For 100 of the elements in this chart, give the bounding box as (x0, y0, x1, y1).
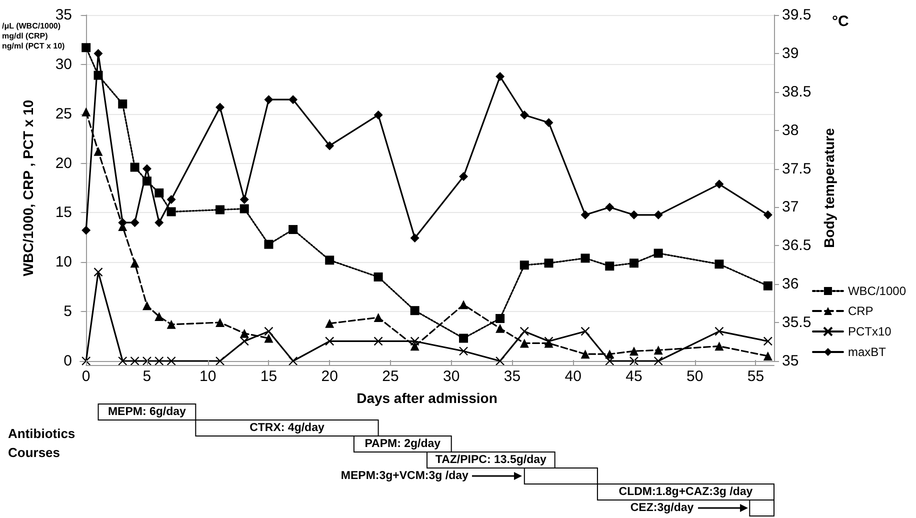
category-label: PAPM: 2g/day (364, 438, 441, 450)
point (629, 356, 639, 366)
point (130, 218, 140, 228)
point (763, 210, 772, 220)
point (94, 48, 103, 58)
y-tick-label: 0 (64, 352, 72, 370)
point (94, 70, 103, 80)
y2-tick-label: 39 (782, 44, 799, 62)
text: °C (832, 13, 849, 30)
y-tick-label: 35 (55, 6, 72, 24)
point (629, 210, 638, 220)
category-label: CLDM:1.8g+CAZ:3g /day (618, 486, 753, 498)
point (118, 356, 128, 366)
point (130, 258, 140, 268)
x-tick-label: 40 (564, 368, 582, 385)
legend-label: WBC/1000 (848, 284, 906, 298)
point (580, 210, 590, 220)
point (166, 356, 176, 366)
point (288, 225, 298, 234)
x-tick-label: 10 (200, 368, 216, 385)
y-tick-label: 10 (55, 254, 72, 271)
category-label: CEZ:3g/day (630, 502, 694, 514)
point (166, 320, 176, 329)
point (325, 141, 334, 150)
point (142, 164, 152, 174)
point (520, 260, 529, 270)
point (520, 338, 529, 348)
point (142, 356, 152, 366)
y-tick-label: 5 (64, 303, 72, 320)
point (520, 326, 530, 336)
point (154, 312, 164, 322)
x-axis-title: Days after admission (356, 390, 498, 406)
legend-label: maxBT (848, 345, 887, 359)
point (154, 218, 164, 228)
point (714, 342, 724, 351)
point (714, 326, 724, 336)
y2-tick-label: 36.5 (782, 237, 812, 254)
y-axis-title: WBC/1000, CRP , PCT x 10 (20, 100, 36, 276)
x-tick-label: 35 (504, 368, 521, 385)
point (374, 313, 383, 322)
x-tick-label: 30 (443, 368, 460, 385)
y2-axis-title: Body temperature (821, 128, 838, 248)
y2-tick-label: 36 (782, 276, 799, 293)
point (264, 95, 274, 104)
point (580, 254, 590, 263)
point (94, 146, 103, 156)
point (410, 306, 420, 316)
y2-tick-label: 38 (782, 122, 799, 139)
text: mg/dl (CRP) (2, 32, 48, 40)
y2-tick-label: 39.5 (782, 6, 812, 24)
point (374, 110, 383, 120)
point (714, 180, 724, 189)
point (544, 258, 554, 268)
point (580, 350, 590, 359)
point (458, 346, 468, 356)
point (496, 72, 505, 82)
point (216, 318, 225, 327)
point (605, 262, 614, 271)
point (216, 205, 225, 214)
point (496, 314, 505, 323)
point (240, 328, 249, 338)
point (118, 99, 128, 108)
point (82, 43, 91, 52)
x-tick-label: 15 (260, 368, 278, 385)
category-label: TAZ/PIPC: 13.5g/day (435, 454, 546, 466)
point (130, 356, 140, 366)
x-tick-label: 20 (321, 368, 338, 385)
point (94, 267, 103, 277)
x-tick-label: 55 (747, 368, 764, 385)
x-tick-label: 45 (626, 368, 642, 385)
point (763, 281, 772, 290)
point (459, 300, 468, 310)
point (325, 318, 334, 328)
x-tick-label: 50 (686, 368, 704, 385)
category-label: MEPM:3g+VCM:3g /day (340, 470, 468, 482)
point (496, 324, 505, 333)
y2-tick-label: 35.5 (782, 314, 812, 332)
point (763, 336, 773, 346)
point (459, 172, 468, 181)
point (264, 326, 274, 336)
point (166, 207, 176, 216)
point (142, 301, 152, 310)
point (580, 326, 590, 336)
y2-tick-label: 37 (782, 198, 799, 216)
point (240, 204, 249, 214)
point (240, 195, 249, 204)
point (82, 226, 91, 235)
point (544, 118, 554, 128)
legend-label: PCTx10 (848, 324, 892, 338)
point (459, 334, 468, 343)
y-tick-label: 30 (55, 56, 72, 73)
y2-tick-label: 37.5 (782, 160, 812, 178)
point (288, 95, 298, 104)
category-label: MEPM: 6g/day (108, 406, 186, 418)
point (654, 356, 663, 366)
point (264, 240, 274, 249)
point (166, 195, 176, 204)
category-label: CTRX: 4g/day (250, 422, 324, 434)
point (142, 176, 152, 186)
point (654, 210, 663, 220)
